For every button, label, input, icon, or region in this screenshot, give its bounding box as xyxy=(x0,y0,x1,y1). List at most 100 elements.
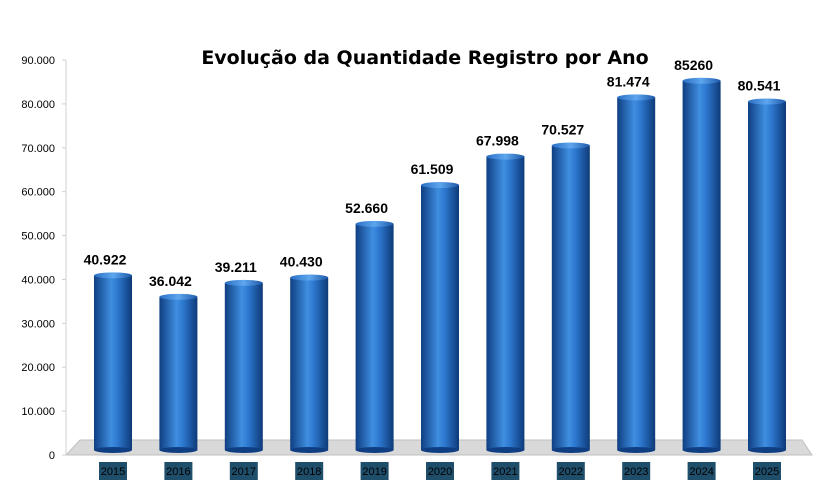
data-label: 67.998 xyxy=(476,133,519,149)
x-category-label: 2019 xyxy=(360,462,389,480)
x-category-label-bg xyxy=(229,462,258,480)
y-tick-label: 50.000 xyxy=(21,231,55,243)
bars xyxy=(94,77,786,453)
bar xyxy=(94,272,132,453)
bar xyxy=(421,182,459,453)
bar-base xyxy=(224,447,263,453)
x-category-label-text: 2021 xyxy=(493,466,517,478)
bar-top xyxy=(748,98,786,105)
x-category-label-bg xyxy=(426,462,454,480)
bar-body xyxy=(159,296,198,450)
bar-body xyxy=(486,156,525,450)
bar xyxy=(290,274,329,453)
bar-base xyxy=(94,447,132,453)
bar-top xyxy=(224,279,263,286)
x-category-label-text: 2019 xyxy=(362,466,386,478)
bar xyxy=(617,94,656,453)
bar-top xyxy=(682,77,721,84)
bar-body xyxy=(224,282,263,450)
x-category-label-bg xyxy=(622,462,651,480)
x-category-label-bg xyxy=(164,462,193,480)
bar-body xyxy=(682,80,721,450)
x-category-label-text: 2025 xyxy=(755,466,779,478)
bar-base xyxy=(290,447,329,453)
x-category-label: 2017 xyxy=(229,462,258,480)
bar-top xyxy=(551,142,590,149)
bar-body xyxy=(355,223,394,450)
x-category-label-bg xyxy=(295,462,324,480)
bar-body xyxy=(617,97,656,450)
x-category-label-text: 2023 xyxy=(624,466,648,478)
bar-top xyxy=(159,293,198,300)
bar xyxy=(224,279,263,453)
y-tick-label: 0 xyxy=(49,450,55,462)
bar xyxy=(355,220,394,453)
x-category-label-text: 2018 xyxy=(297,466,321,478)
bar xyxy=(551,142,590,453)
data-label: 61.509 xyxy=(411,161,454,177)
bar-body xyxy=(748,101,786,451)
bar-base xyxy=(748,447,786,453)
x-category-label-text: 2024 xyxy=(689,466,713,478)
bar-base xyxy=(682,447,721,453)
bar-top xyxy=(290,274,329,281)
bar-top xyxy=(486,153,525,160)
data-label: 70.527 xyxy=(541,121,584,137)
y-tick-label: 20.000 xyxy=(21,362,55,374)
bar-top xyxy=(421,182,459,189)
data-label: 40.430 xyxy=(280,254,323,270)
bar-body xyxy=(290,277,329,450)
bar xyxy=(486,153,525,453)
bar-base xyxy=(551,447,590,453)
bar-base xyxy=(355,447,394,453)
bar xyxy=(682,77,721,453)
y-tick-label: 90.000 xyxy=(21,55,55,67)
data-label: 52.660 xyxy=(345,200,388,216)
x-axis-category-labels: 2015 2016 2017 2018 2019 2020 2021 2022 2023 2024… xyxy=(99,462,781,480)
data-labels: 40.922 36.042 39.211 40.430 52.660 61.509 67.9… xyxy=(84,57,781,289)
y-tick-label: 80.000 xyxy=(21,99,55,111)
data-label: 39.211 xyxy=(215,259,257,275)
data-label: 80.541 xyxy=(738,78,781,94)
x-category-label: 2016 xyxy=(164,462,193,480)
data-label: 85260 xyxy=(674,57,713,73)
x-category-label-text: 2016 xyxy=(166,466,190,478)
x-category-label: 2015 xyxy=(99,462,127,480)
bar-body xyxy=(94,275,132,450)
bar-top xyxy=(617,94,656,101)
bar-base xyxy=(421,447,459,453)
x-category-label-bg xyxy=(99,462,127,480)
x-category-label-bg xyxy=(687,462,716,480)
data-label: 40.922 xyxy=(84,251,127,267)
x-category-label-text: 2020 xyxy=(428,466,452,478)
y-tick-label: 30.000 xyxy=(21,318,55,330)
x-category-label: 2020 xyxy=(426,462,454,480)
x-category-label-text: 2017 xyxy=(232,466,256,478)
bar-top xyxy=(94,272,132,279)
bar-base xyxy=(486,447,525,453)
y-axis: 0 10.000 20.000 30.000 40.000 50.000 60.000 70.… xyxy=(21,55,67,462)
x-category-label: 2024 xyxy=(687,462,716,480)
y-tick-label: 10.000 xyxy=(21,406,55,418)
y-tick-label: 60.000 xyxy=(21,187,55,199)
bar-body xyxy=(421,185,459,451)
data-label: 81.474 xyxy=(607,73,650,89)
bar xyxy=(748,98,786,453)
chart-title: Evolução da Quantidade Registro por Ano xyxy=(201,47,648,69)
x-category-label: 2021 xyxy=(491,462,520,480)
x-category-label-bg xyxy=(491,462,520,480)
x-category-label: 2018 xyxy=(295,462,324,480)
bar-base xyxy=(159,447,198,453)
x-category-label: 2023 xyxy=(622,462,651,480)
y-tick-label: 40.000 xyxy=(21,274,55,286)
x-category-label: 2025 xyxy=(753,462,781,480)
data-label: 36.042 xyxy=(149,273,192,289)
x-category-label-bg xyxy=(753,462,781,480)
x-category-label-text: 2022 xyxy=(559,466,583,478)
x-category-label: 2022 xyxy=(556,462,585,480)
bar-top xyxy=(355,220,394,227)
bar-base xyxy=(617,447,656,453)
bar-body xyxy=(551,145,590,450)
bar xyxy=(159,293,198,453)
